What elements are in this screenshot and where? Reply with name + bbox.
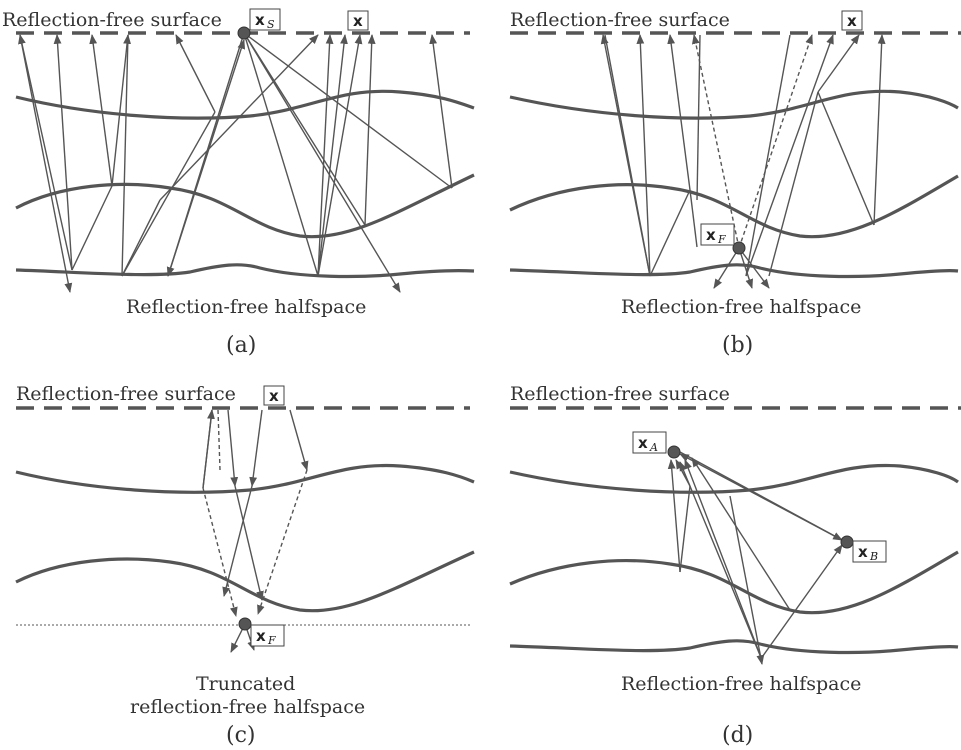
panel-c-label-xf: x F	[250, 624, 285, 647]
panel-a-label-x: x	[347, 10, 369, 31]
svg-text:x: x	[858, 543, 868, 561]
svg-text:x: x	[638, 434, 648, 452]
svg-text:x: x	[255, 11, 265, 29]
panel-d-interface-1	[509, 463, 959, 494]
panel-a-label-xs: x S	[249, 8, 281, 31]
svg-text:B: B	[869, 550, 878, 563]
svg-text:A: A	[649, 441, 658, 454]
panel-a-interface-2	[15, 173, 475, 239]
panel-c-focal-point-xf	[238, 617, 252, 631]
svg-text:x: x	[353, 12, 363, 30]
svg-text:F: F	[267, 634, 276, 647]
panel-b-interface-2	[509, 174, 959, 239]
panel-d-caption: (d)	[722, 723, 753, 748]
svg-text:S: S	[267, 18, 275, 31]
panel-b-top-label: Reflection-free surface	[510, 9, 730, 31]
panel-d-label-xa: x A	[632, 431, 667, 454]
svg-text:x: x	[256, 627, 266, 645]
svg-text:x: x	[269, 387, 279, 405]
svg-text:x: x	[706, 226, 716, 244]
panel-a-bottom-label: Reflection-free halfspace	[126, 296, 366, 318]
panel-c-interface-1	[15, 463, 475, 494]
svg-text:F: F	[717, 233, 726, 246]
panel-b: Reflection-free surface	[509, 9, 961, 358]
panel-b-label-xf: x F	[700, 223, 735, 246]
panel-d-point-xb	[840, 535, 854, 549]
panel-c-interface-2	[15, 550, 475, 613]
panel-a-caption: (a)	[226, 333, 256, 358]
panel-b-caption: (b)	[722, 333, 753, 358]
panel-b-rays	[600, 34, 886, 289]
panel-d: Reflection-free surface x A x B	[509, 383, 961, 748]
panel-c-top-label: Reflection-free surface	[16, 383, 236, 405]
panel-a-interface-3	[15, 263, 475, 279]
panel-b-bottom-label: Reflection-free halfspace	[621, 296, 861, 318]
panel-c-bottom-label-line2: reflection-free halfspace	[130, 696, 365, 718]
panel-a-interface-1	[15, 89, 475, 120]
panel-c-label-x: x	[263, 385, 285, 406]
panel-a-top-label: Reflection-free surface	[2, 9, 222, 31]
panel-d-point-xa	[667, 445, 681, 459]
panel-d-bottom-label: Reflection-free halfspace	[621, 673, 861, 695]
panel-b-focal-point-xf	[732, 241, 746, 255]
panel-b-label-x: x	[841, 10, 863, 31]
panel-c-caption: (c)	[226, 723, 256, 748]
panel-b-interface-1	[509, 89, 959, 120]
panel-d-rays	[667, 451, 843, 665]
panel-c-bottom-label-line1: Truncated	[196, 673, 295, 695]
panel-a-source-point-xs	[237, 26, 251, 40]
panel-a: Reflection-free surface	[2, 8, 475, 358]
panel-d-interface-3	[509, 639, 959, 655]
svg-text:x: x	[847, 12, 857, 30]
panel-a-rays	[18, 32, 453, 293]
panel-d-top-label: Reflection-free surface	[510, 383, 730, 405]
panel-c-rays	[202, 409, 309, 653]
panel-d-label-xb: x B	[852, 540, 887, 563]
panel-b-interface-3	[509, 263, 959, 279]
panel-c: Reflection-free surface x F x	[15, 383, 475, 748]
panel-d-interface-2	[509, 550, 959, 615]
